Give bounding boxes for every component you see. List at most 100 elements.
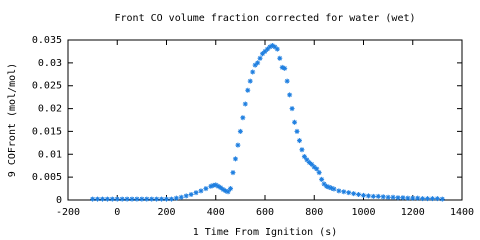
data-point — [218, 185, 224, 191]
data-point — [405, 195, 411, 201]
data-point — [429, 196, 435, 202]
data-point — [178, 194, 184, 200]
data-point — [321, 181, 327, 187]
data-point — [257, 55, 263, 61]
x-tick-label: 200 — [157, 207, 175, 218]
data-point — [370, 193, 376, 199]
data-point — [104, 196, 110, 202]
y-tick-label: 0.03 — [38, 58, 62, 69]
data-point — [95, 196, 101, 202]
x-tick-label: 0 — [114, 207, 120, 218]
data-point — [250, 69, 256, 75]
data-point — [164, 196, 169, 202]
data-point — [420, 196, 426, 202]
data-point — [287, 92, 293, 98]
y-tick-label: 0.02 — [38, 104, 62, 115]
data-point — [264, 46, 270, 52]
data-point — [124, 196, 130, 202]
data-point — [390, 194, 396, 200]
data-point — [289, 106, 295, 112]
data-point — [198, 188, 204, 194]
data-point — [213, 182, 219, 188]
data-point — [260, 51, 266, 57]
data-point — [294, 128, 300, 134]
data-point — [324, 183, 330, 189]
data-point — [235, 142, 241, 148]
data-point — [114, 196, 120, 202]
chart-title: Front CO volume fraction corrected for w… — [114, 13, 415, 24]
data-point — [232, 156, 238, 162]
data-point — [306, 160, 312, 166]
data-point — [304, 157, 310, 163]
data-point — [336, 188, 342, 194]
data-point — [139, 196, 145, 202]
y-tick-label: 0 — [56, 195, 62, 206]
data-point — [188, 192, 194, 198]
y-tick-label: 0.015 — [32, 126, 62, 137]
data-point — [262, 48, 268, 54]
data-point — [144, 196, 150, 202]
data-point — [228, 186, 234, 192]
y-tick-label: 0.01 — [38, 149, 62, 160]
data-point — [279, 64, 285, 70]
data-point — [277, 55, 283, 61]
data-point — [274, 46, 280, 52]
y-tick-label: 0.035 — [32, 35, 62, 46]
plot-frame — [67, 39, 463, 201]
data-point — [314, 166, 320, 172]
data-point — [346, 190, 352, 196]
data-point — [296, 138, 302, 144]
x-tick-label: 400 — [207, 207, 225, 218]
data-point — [365, 193, 371, 199]
data-point — [134, 196, 140, 202]
data-point — [225, 189, 231, 195]
x-tick-label: 1400 — [450, 207, 474, 218]
x-tick-label: -200 — [56, 207, 80, 218]
data-point — [242, 101, 248, 107]
data-point — [351, 191, 357, 197]
data-point — [361, 192, 366, 198]
data-point — [149, 196, 155, 202]
data-point — [395, 195, 401, 201]
data-point — [159, 196, 165, 202]
data-point — [173, 195, 179, 201]
data-point — [425, 196, 431, 202]
data-point — [319, 176, 325, 182]
data-point — [208, 183, 214, 189]
data-point — [311, 164, 317, 170]
data-point — [109, 196, 115, 202]
x-tick-label: 800 — [305, 207, 323, 218]
data-point — [292, 119, 298, 125]
data-point — [119, 196, 125, 202]
data-point — [380, 194, 386, 200]
y-tick-label: 0.005 — [32, 172, 62, 183]
data-point — [247, 78, 253, 84]
x-tick-label: 1000 — [351, 207, 375, 218]
data-point — [410, 195, 416, 201]
x-axis-label: 1 Time From Ignition (s) — [193, 227, 338, 238]
data-point — [309, 161, 315, 167]
x-tick-label: 600 — [256, 207, 274, 218]
data-point — [220, 186, 226, 192]
data-point — [193, 190, 199, 196]
data-point — [400, 195, 406, 201]
data-point — [237, 128, 243, 134]
data-point — [331, 186, 337, 192]
y-axis-label: 9 COFront (mol/mol) — [7, 63, 18, 177]
data-point — [215, 183, 221, 189]
data-point — [301, 154, 307, 160]
data-point — [385, 194, 391, 200]
data-point — [99, 196, 105, 202]
data-point — [341, 189, 347, 195]
data-point — [223, 188, 229, 194]
data-point — [356, 192, 362, 198]
data-point — [168, 196, 174, 202]
data-point — [299, 147, 305, 153]
data-point — [203, 186, 209, 192]
y-tick-label: 0.025 — [32, 81, 62, 92]
data-point — [272, 44, 278, 50]
data-point — [326, 184, 332, 190]
data-point — [129, 196, 135, 202]
data-point — [245, 87, 251, 93]
